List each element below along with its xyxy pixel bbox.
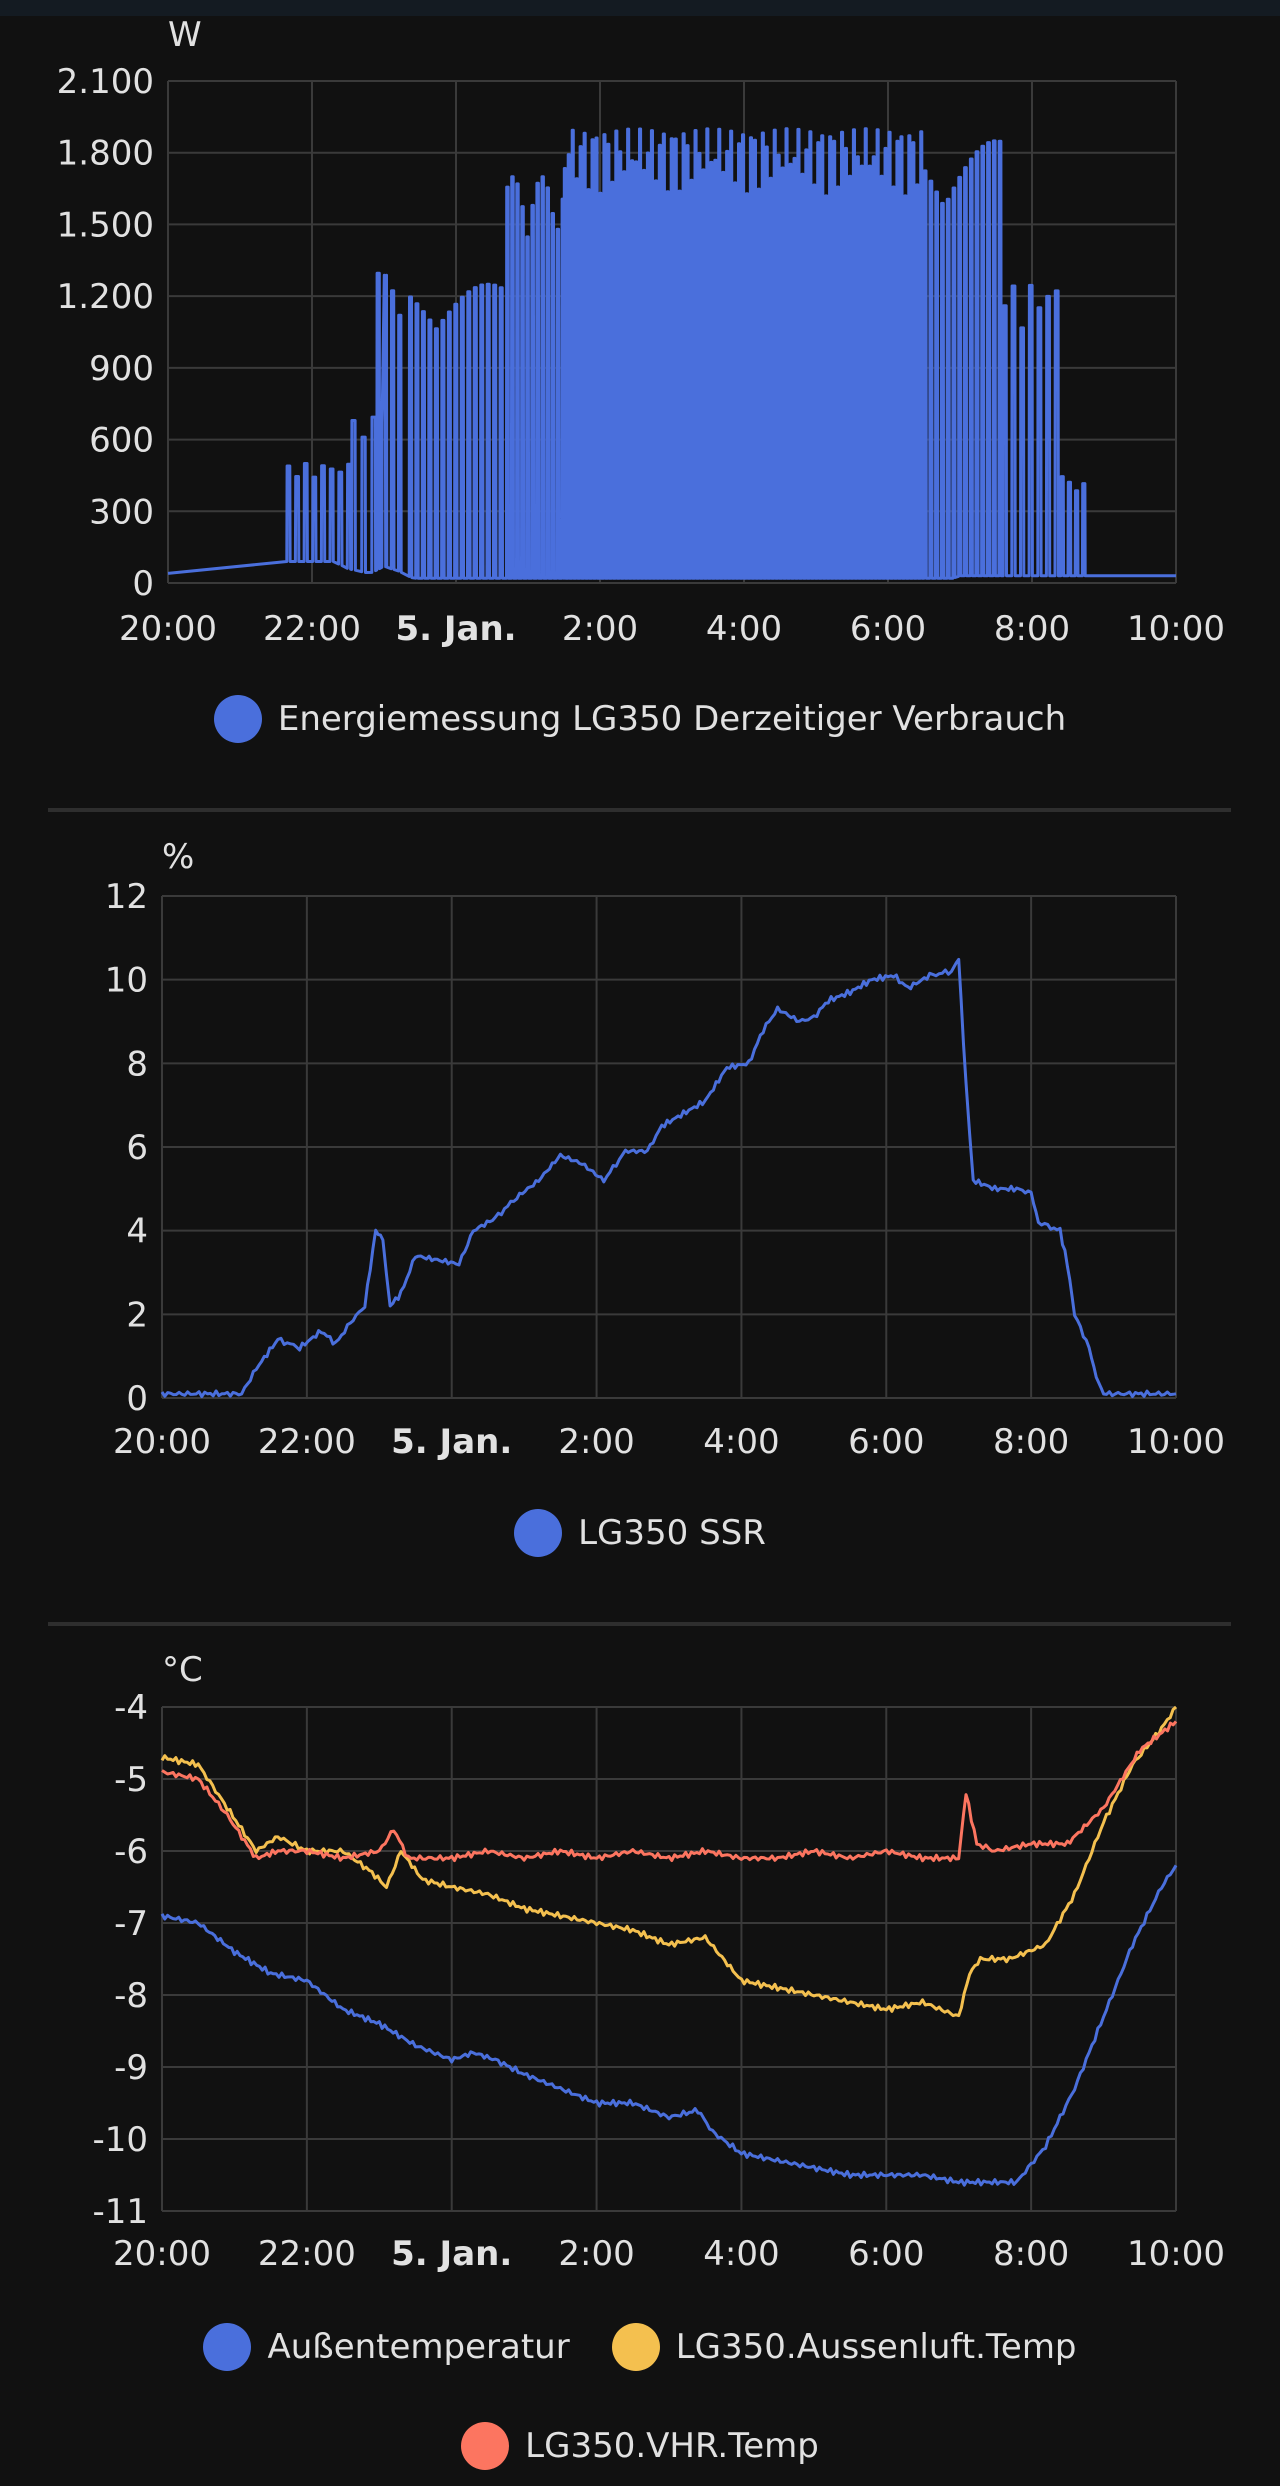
legend-label-aussenluft-temp: LG350.Aussenluft.Temp [675, 2327, 1077, 2367]
legend-item-aussentemperatur[interactable]: Außentemperatur [203, 2323, 570, 2371]
x-tick-label: 22:00 [258, 1422, 356, 1462]
legend-item-verbrauch[interactable]: Energiemessung LG350 Derzeitiger Verbrau… [213, 695, 1067, 743]
y-tick-label: 900 [89, 349, 154, 389]
y-tick-label: 1.500 [57, 205, 154, 245]
ssr-chart-legend: LG350 SSR [0, 1509, 1280, 1557]
y-tick-label: 6 [126, 1128, 148, 1168]
y-tick-label: -4 [114, 1688, 148, 1728]
x-tick-label: 10:00 [1127, 2234, 1225, 2274]
x-tick-label: 20:00 [119, 609, 217, 649]
x-tick-label: 10:00 [1127, 1422, 1225, 1462]
legend-label-aussentemperatur: Außentemperatur [267, 2327, 570, 2367]
y-tick-label: -7 [114, 1904, 148, 1944]
legend-label-ssr: LG350 SSR [578, 1513, 766, 1553]
legend-label-vhr-temp: LG350.VHR.Temp [525, 2426, 819, 2466]
divider [48, 808, 1231, 812]
power-chart-legend: Energiemessung LG350 Derzeitiger Verbrau… [0, 695, 1280, 743]
legend-label-verbrauch: Energiemessung LG350 Derzeitiger Verbrau… [277, 699, 1067, 739]
legend-dot-verbrauch [213, 695, 262, 743]
y-tick-label: 8 [126, 1044, 148, 1084]
y-tick-label: -6 [114, 1832, 148, 1872]
x-tick-label: 8:00 [993, 2234, 1069, 2274]
series-line-1 [167, 127, 1176, 580]
y-tick-label: 1.200 [57, 277, 154, 317]
x-tick-label: 2:00 [562, 609, 638, 649]
y-tick-label: 2 [126, 1295, 148, 1335]
divider [48, 1622, 1231, 1626]
y-tick-label: 600 [89, 421, 154, 461]
y-tick-label: 12 [105, 877, 148, 917]
y-unit-label: °C [162, 1650, 203, 1690]
x-tick-label: 20:00 [113, 1422, 211, 1462]
y-unit-label: W [168, 15, 202, 55]
y-tick-label: -5 [114, 1760, 148, 1800]
legend-dot-vhr-temp [461, 2422, 510, 2470]
series-line-3 [161, 1720, 1178, 1863]
power-chart-panel: W 0 300 600 900 1.200 1.500 1.800 2.100 20:00 22:0… [0, 0, 1280, 800]
y-tick-label: 2.100 [57, 62, 154, 102]
legend-item-ssr[interactable]: LG350 SSR [514, 1509, 766, 1557]
power-chart: W 0 300 600 900 1.200 1.500 1.800 2.100 20:00 22:0… [57, 15, 1225, 649]
x-tick-label: 6:00 [850, 609, 926, 649]
x-tick-label: 4:00 [703, 1422, 779, 1462]
x-tick-label: 5. Jan. [391, 2234, 512, 2274]
y-unit-label: % [162, 837, 194, 877]
temp-chart-legend-row1: Außentemperatur LG350.Aussenluft.Temp [0, 2323, 1280, 2371]
legend-dot-ssr [514, 1509, 563, 1557]
y-tick-label: -10 [92, 2120, 148, 2160]
x-tick-label: 2:00 [558, 1422, 634, 1462]
top-bar [0, 0, 1280, 16]
x-tick-label: 22:00 [258, 2234, 356, 2274]
x-tick-label: 4:00 [706, 609, 782, 649]
y-tick-label: 1.800 [57, 134, 154, 174]
y-tick-label: 10 [105, 961, 148, 1001]
x-tick-label: 8:00 [994, 609, 1070, 649]
ssr-chart: % 0 2 4 6 8 10 12 20:00 22:00 5. Jan. 2:00 4:00 6:00 8… [105, 837, 1225, 1462]
legend-item-vhr-temp[interactable]: LG350.VHR.Temp [461, 2422, 819, 2470]
x-tick-label: 8:00 [993, 1422, 1069, 1462]
y-tick-label: 4 [126, 1212, 148, 1252]
series-line-1 [160, 957, 1177, 1399]
x-tick-label: 10:00 [1127, 609, 1225, 649]
series-line-2 [160, 1705, 1177, 2018]
x-tick-label: 6:00 [848, 1422, 924, 1462]
y-tick-label: 0 [126, 1379, 148, 1419]
ssr-chart-panel: % 0 2 4 6 8 10 12 20:00 22:00 5. Jan. 2:00 4:00 6:00 8… [0, 837, 1280, 1557]
x-tick-label: 22:00 [263, 609, 361, 649]
x-tick-label: 5. Jan. [395, 609, 516, 649]
legend-dot-aussenluft-temp [611, 2323, 660, 2371]
x-tick-label: 5. Jan. [391, 1422, 512, 1462]
y-tick-label: -9 [114, 2048, 148, 2088]
series-line-1 [160, 1864, 1178, 2187]
y-tick-label: 0 [132, 564, 154, 604]
x-tick-label: 20:00 [113, 2234, 211, 2274]
x-tick-label: 6:00 [848, 2234, 924, 2274]
y-tick-label: -11 [92, 2192, 148, 2232]
y-tick-label: 300 [89, 492, 154, 532]
legend-dot-aussentemperatur [203, 2323, 252, 2371]
y-tick-label: -8 [114, 1976, 148, 2016]
x-tick-label: 2:00 [558, 2234, 634, 2274]
x-tick-label: 4:00 [703, 2234, 779, 2274]
legend-item-aussenluft-temp[interactable]: LG350.Aussenluft.Temp [611, 2323, 1077, 2371]
temp-chart-legend-row2: LG350.VHR.Temp [0, 2422, 1280, 2470]
